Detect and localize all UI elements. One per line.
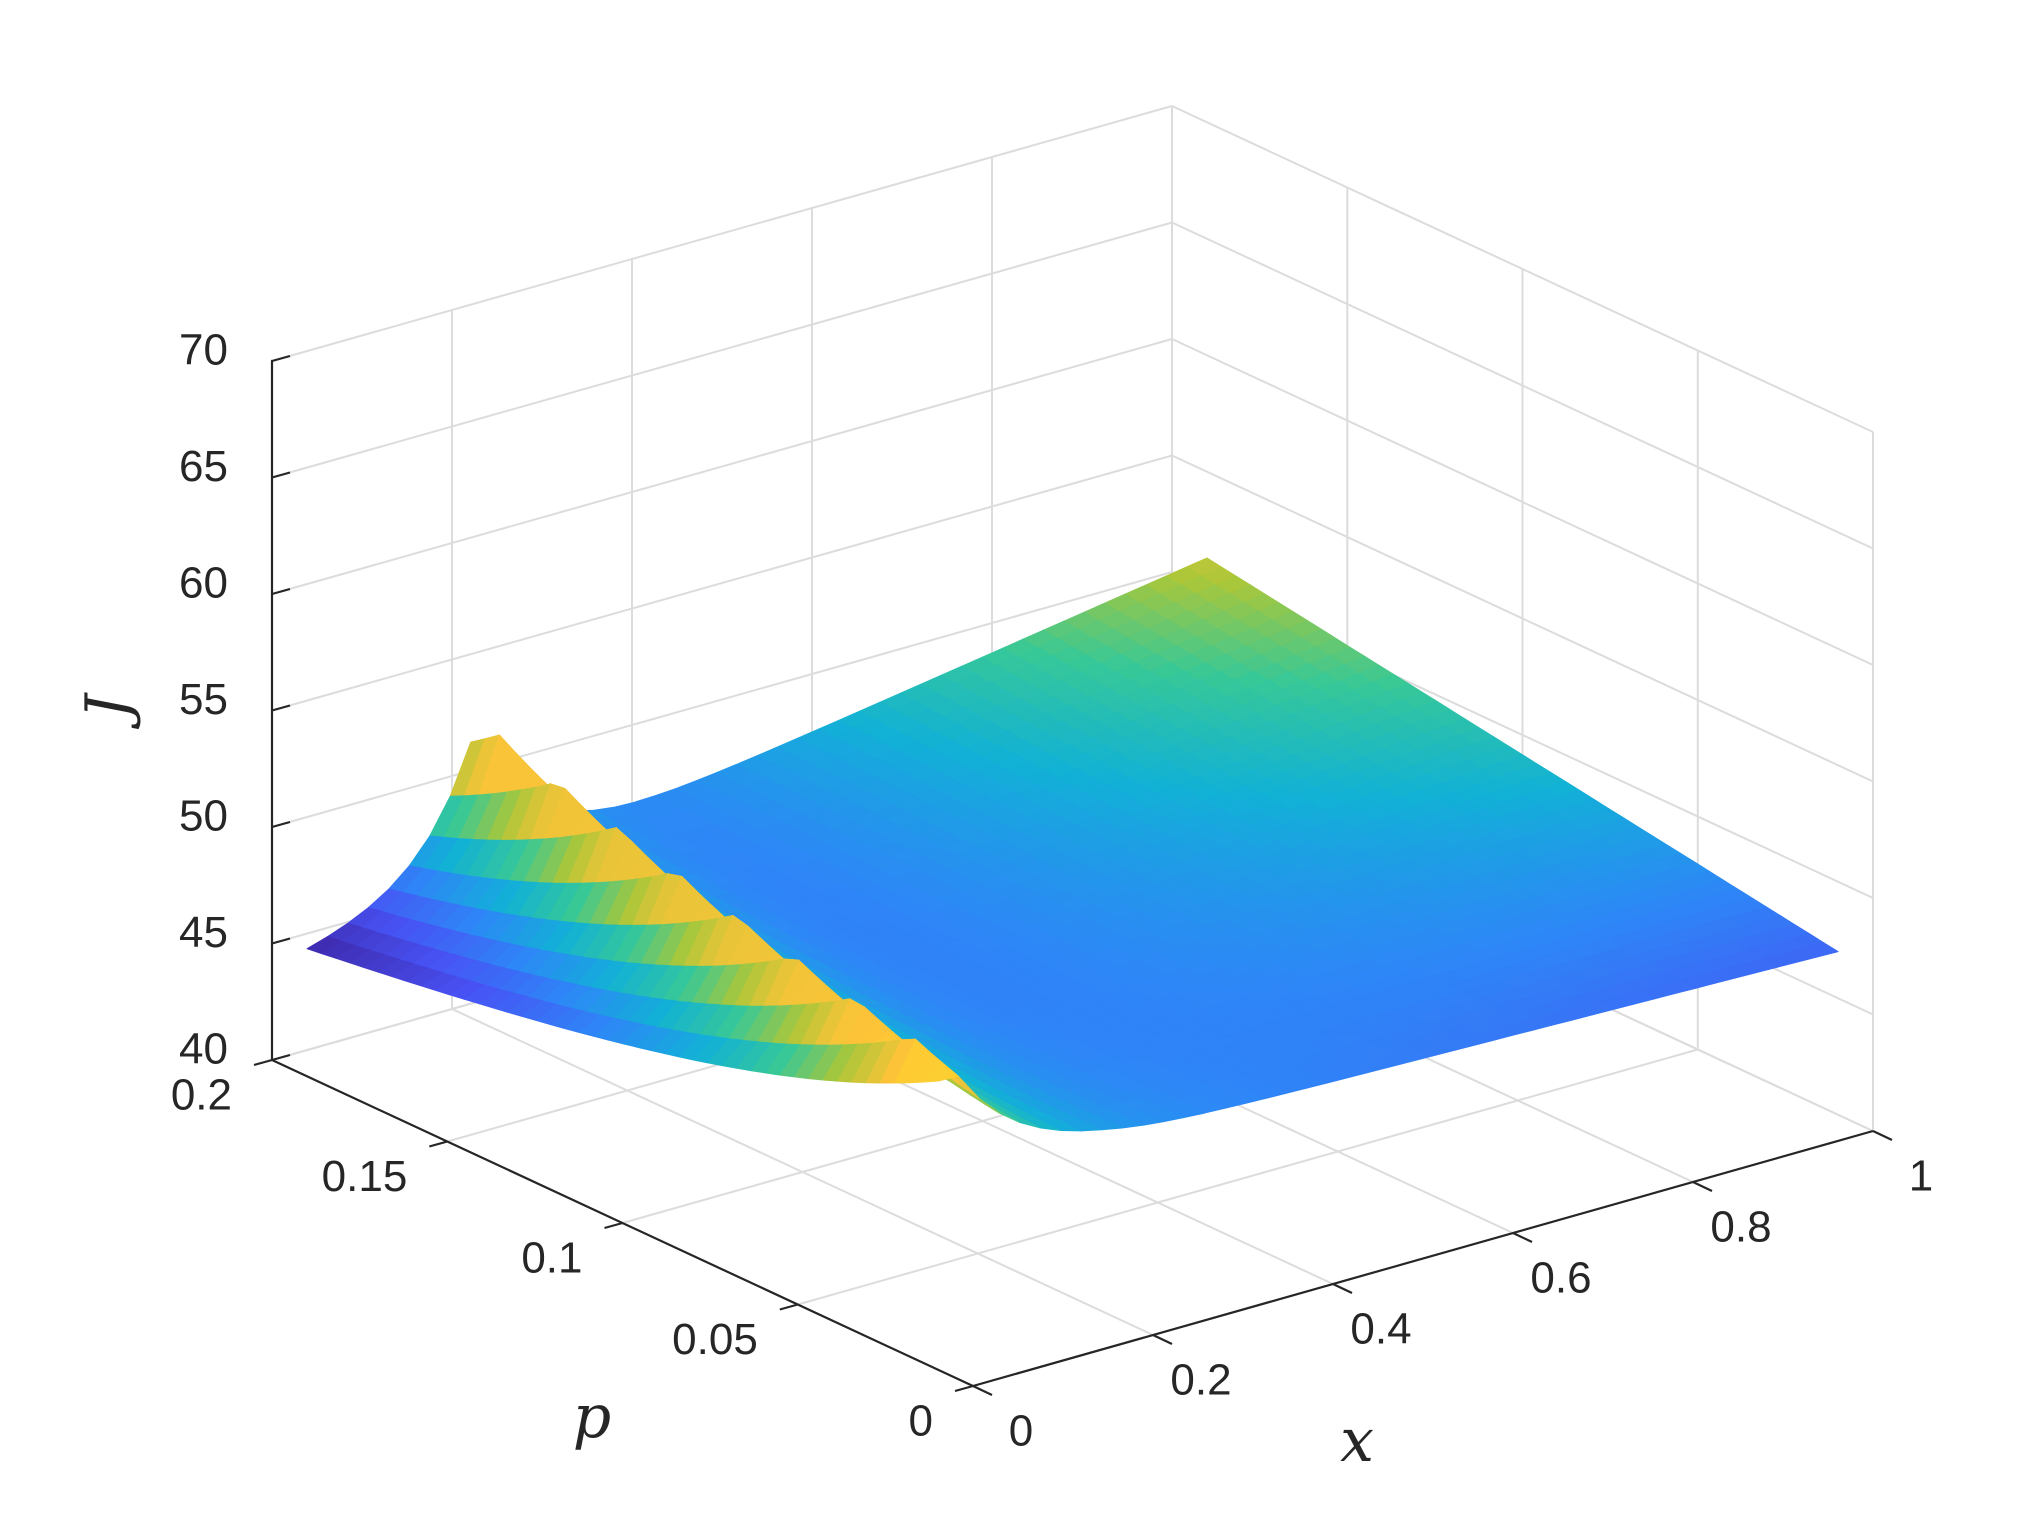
back-wall-grid-line-j bbox=[271, 338, 1173, 595]
p-tick-mark bbox=[253, 1058, 273, 1067]
side-wall-grid-line-j bbox=[1171, 338, 1874, 666]
p-tick-mark bbox=[429, 1140, 448, 1148]
surface-patch bbox=[923, 1063, 959, 1083]
j-tick-label: 55 bbox=[179, 675, 228, 724]
j-tick-label: 60 bbox=[179, 559, 228, 608]
p-tick-label: 0 bbox=[909, 1397, 933, 1446]
x-tick-mark bbox=[1872, 1130, 1893, 1141]
back-wall-grid-line-j bbox=[271, 454, 1173, 712]
j-tick-mark bbox=[271, 1053, 291, 1062]
x-tick-label: 0 bbox=[1009, 1407, 1033, 1456]
j-tick-label: 40 bbox=[179, 1025, 228, 1074]
back-wall-grid-line-j bbox=[271, 105, 1173, 362]
j-tick-mark bbox=[271, 937, 291, 945]
p-tick-mark bbox=[954, 1384, 974, 1393]
p-tick-label: 0.15 bbox=[322, 1152, 408, 1201]
side-wall-grid-line-j bbox=[1171, 221, 1874, 550]
j-tick-label: 45 bbox=[179, 908, 228, 957]
back-wall-grid-line-j bbox=[271, 221, 1173, 479]
x-tick-mark bbox=[1152, 1334, 1173, 1345]
side-wall-grid-line-j bbox=[1171, 105, 1874, 433]
surface-plot bbox=[306, 557, 1839, 1132]
j-tick-label: 50 bbox=[179, 792, 228, 841]
j-tick-mark bbox=[271, 471, 291, 479]
floor-grid-line-p bbox=[797, 1048, 1699, 1306]
x-tick-mark bbox=[1332, 1283, 1353, 1294]
j-tick-mark bbox=[271, 704, 291, 712]
j-tick-mark bbox=[271, 587, 291, 596]
p-tick-mark bbox=[779, 1303, 799, 1311]
x-tick-mark bbox=[1512, 1232, 1533, 1243]
back-wall-grid-line-j bbox=[271, 571, 1173, 828]
p-tick-label: 0.2 bbox=[171, 1071, 232, 1120]
y-axis-label: p bbox=[573, 1382, 611, 1452]
x-tick-label: 0.8 bbox=[1710, 1203, 1771, 1252]
x-tick-mark bbox=[972, 1385, 993, 1396]
x-tick-label: 1 bbox=[1909, 1152, 1933, 1201]
axis-lines bbox=[253, 354, 1893, 1396]
x-tick-label: 0.4 bbox=[1350, 1305, 1411, 1354]
tick-labels: 00.20.40.60.8100.050.10.150.240455055606… bbox=[171, 326, 1933, 1456]
j-tick-mark bbox=[271, 354, 291, 363]
x-tick-label: 0.6 bbox=[1530, 1254, 1591, 1303]
p-tick-label: 0.05 bbox=[672, 1315, 758, 1364]
j-tick-label: 65 bbox=[179, 442, 228, 491]
x-tick-mark bbox=[1692, 1181, 1713, 1192]
x-axis-line bbox=[972, 1129, 1874, 1388]
j-tick-mark bbox=[271, 820, 291, 829]
j-tick-label: 70 bbox=[179, 326, 228, 375]
side-wall-grid-line-j bbox=[1171, 454, 1874, 783]
x-tick-label: 0.2 bbox=[1170, 1356, 1231, 1405]
p-tick-label: 0.1 bbox=[521, 1234, 582, 1283]
x-axis-label: x bbox=[1340, 1406, 1374, 1476]
p-tick-mark bbox=[604, 1221, 623, 1230]
